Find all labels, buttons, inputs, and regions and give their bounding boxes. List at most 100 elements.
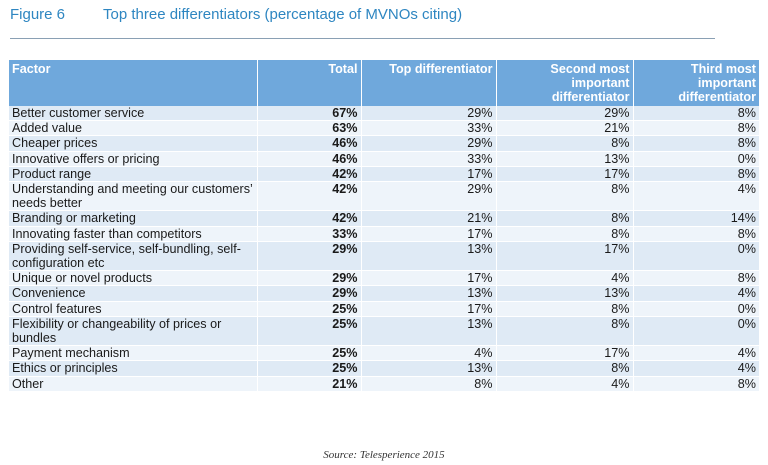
cell-total: 29% [257, 241, 362, 272]
cell-total: 29% [257, 270, 362, 287]
cell-third: 0% [633, 241, 759, 272]
cell-third: 4% [633, 181, 759, 212]
cell-third: 8% [633, 135, 759, 152]
cell-total: 29% [257, 285, 362, 302]
cell-factor: Understanding and meeting our customers’… [9, 181, 258, 212]
table-row: Cheaper prices 46% 29% 8% 8% [9, 135, 759, 152]
table-body: Better customer service 67% 29% 29% 8% Added … [9, 106, 759, 392]
table-row: Product range 42% 17% 17% 8% [9, 166, 759, 183]
cell-third: 4% [633, 360, 759, 377]
cell-second: 8% [496, 135, 634, 152]
cell-third: 8% [633, 106, 759, 122]
table-row: Payment mechanism 25% 4% 17% 4% [9, 345, 759, 362]
cell-top: 17% [361, 226, 497, 242]
cell-total: 42% [257, 181, 362, 212]
column-header-factor: Factor [9, 60, 258, 106]
cell-third: 14% [633, 210, 759, 227]
cell-total: 67% [257, 106, 362, 122]
cell-total: 25% [257, 316, 362, 347]
cell-second: 8% [496, 316, 634, 347]
cell-third: 8% [633, 166, 759, 183]
cell-factor: Unique or novel products [9, 270, 258, 287]
cell-second: 8% [496, 210, 634, 227]
table-row: Branding or marketing 42% 21% 8% 14% [9, 210, 759, 227]
cell-top: 33% [361, 151, 497, 167]
figure-header: Figure 6 Top three differentiators (perc… [10, 6, 710, 34]
cell-top: 4% [361, 345, 497, 362]
cell-top: 13% [361, 360, 497, 377]
cell-top: 8% [361, 376, 497, 392]
cell-factor: Ethics or principles [9, 360, 258, 377]
table-row: Convenience 29% 13% 13% 4% [9, 285, 759, 302]
cell-third: 8% [633, 120, 759, 137]
cell-third: 8% [633, 270, 759, 287]
cell-factor: Better customer service [9, 106, 258, 122]
table-row: Better customer service 67% 29% 29% 8% [9, 106, 759, 122]
cell-factor: Other [9, 376, 258, 392]
cell-top: 33% [361, 120, 497, 137]
cell-third: 8% [633, 226, 759, 242]
cell-factor: Providing self-service, self-bundling, s… [9, 241, 258, 272]
cell-total: 46% [257, 151, 362, 167]
column-header-top: Top differentiator [361, 60, 497, 106]
cell-second: 13% [496, 285, 634, 302]
cell-top: 21% [361, 210, 497, 227]
column-header-third: Third most important differentiator [633, 60, 759, 106]
cell-total: 63% [257, 120, 362, 137]
cell-top: 29% [361, 181, 497, 212]
table-row: Control features 25% 17% 8% 0% [9, 301, 759, 317]
figure-label: Figure 6 [10, 6, 66, 23]
cell-total: 42% [257, 210, 362, 227]
cell-factor: Product range [9, 166, 258, 183]
cell-factor: Convenience [9, 285, 258, 302]
cell-factor: Payment mechanism [9, 345, 258, 362]
cell-second: 8% [496, 226, 634, 242]
cell-top: 17% [361, 166, 497, 183]
table-row: Innovating faster than competitors 33% 17%… [9, 226, 759, 242]
cell-second: 17% [496, 345, 634, 362]
cell-top: 17% [361, 301, 497, 317]
cell-third: 0% [633, 301, 759, 317]
cell-second: 17% [496, 166, 634, 183]
cell-second: 8% [496, 301, 634, 317]
cell-factor: Added value [9, 120, 258, 137]
column-header-second: Second most important differentiator [496, 60, 634, 106]
cell-total: 25% [257, 345, 362, 362]
cell-top: 13% [361, 285, 497, 302]
cell-factor: Control features [9, 301, 258, 317]
table-row: Providing self-service, self-bundling, s… [9, 241, 759, 272]
table-row: Other 21% 8% 4% 8% [9, 376, 759, 392]
cell-third: 0% [633, 316, 759, 347]
cell-third: 8% [633, 376, 759, 392]
cell-top: 29% [361, 135, 497, 152]
table-row: Added value 63% 33% 21% 8% [9, 120, 759, 137]
cell-total: 33% [257, 226, 362, 242]
cell-factor: Flexibility or changeability of prices o… [9, 316, 258, 347]
cell-factor: Branding or marketing [9, 210, 258, 227]
column-header-total: Total [257, 60, 362, 106]
differentiators-table: Factor Total Top differentiator Second m… [9, 60, 759, 392]
cell-total: 25% [257, 301, 362, 317]
cell-factor: Cheaper prices [9, 135, 258, 152]
source-note: Source: Telesperience 2015 [323, 449, 445, 461]
cell-second: 8% [496, 181, 634, 212]
cell-second: 8% [496, 360, 634, 377]
cell-factor: Innovating faster than competitors [9, 226, 258, 242]
cell-second: 17% [496, 241, 634, 272]
cell-top: 13% [361, 241, 497, 272]
figure-title: Top three differentiators (percentage of… [103, 6, 463, 23]
cell-third: 4% [633, 345, 759, 362]
cell-top: 13% [361, 316, 497, 347]
table-row: Ethics or principles 25% 13% 8% 4% [9, 360, 759, 377]
cell-factor: Innovative offers or pricing [9, 151, 258, 167]
cell-third: 0% [633, 151, 759, 167]
cell-top: 29% [361, 106, 497, 122]
cell-third: 4% [633, 285, 759, 302]
cell-total: 46% [257, 135, 362, 152]
cell-total: 42% [257, 166, 362, 183]
table-header-row: Factor Total Top differentiator Second m… [9, 60, 759, 106]
cell-second: 21% [496, 120, 634, 137]
cell-total: 21% [257, 376, 362, 392]
table-row: Unique or novel products 29% 17% 4% 8% [9, 270, 759, 287]
cell-second: 4% [496, 376, 634, 392]
